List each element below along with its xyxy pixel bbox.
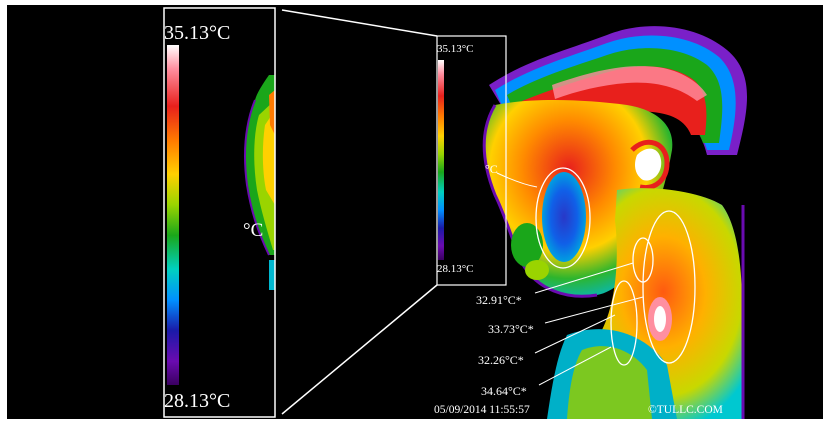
scale-min-label-small: 28.13°C bbox=[437, 263, 474, 275]
large-color-scale-bar bbox=[167, 45, 179, 385]
thermal-scene bbox=[7, 5, 823, 419]
partial-unit-label-small: °C bbox=[485, 162, 498, 176]
large-legend-box bbox=[163, 7, 276, 418]
timestamp: 05/09/2014 11:55:57 bbox=[434, 404, 530, 416]
roi-reading-3: 32.26°C* bbox=[478, 353, 524, 367]
copyright-watermark: ©TULLC.COM bbox=[648, 404, 723, 416]
scale-max-label-small: 35.13°C bbox=[437, 43, 474, 55]
scale-max-label-large: 35.13°C bbox=[164, 22, 231, 44]
roi-reading-4: 34.64°C* bbox=[481, 384, 527, 398]
small-color-scale-bar bbox=[438, 60, 444, 260]
roi-reading-1: 32.91°C* bbox=[476, 293, 522, 307]
roi-reading-2: 33.73°C* bbox=[488, 322, 534, 336]
thermal-image-frame: 35.13°C 28.13°C 35.13°C 28.13°C °C °C 32… bbox=[7, 5, 823, 419]
small-legend-box bbox=[436, 35, 507, 286]
partial-unit-label-large: °C bbox=[243, 220, 264, 241]
scale-min-label-large: 28.13°C bbox=[164, 390, 231, 412]
